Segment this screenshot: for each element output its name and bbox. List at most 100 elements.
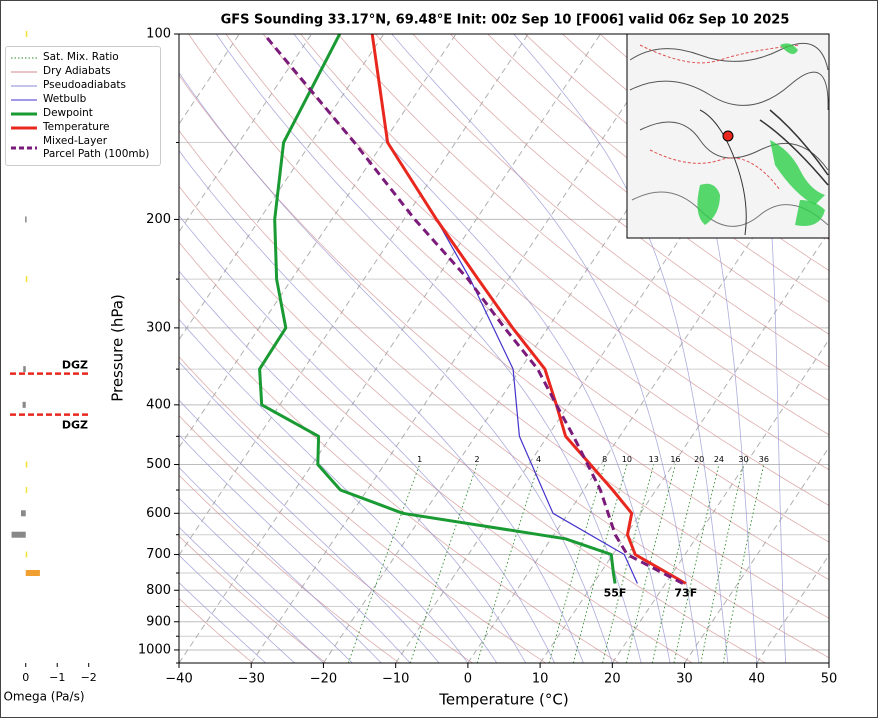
legend-entry: Dewpoint bbox=[6, 107, 160, 120]
dry-adiabat bbox=[179, 129, 829, 659]
legend-label: Wetbulb bbox=[43, 93, 87, 105]
dry-adiabat bbox=[179, 474, 400, 663]
x-axis-label: Temperature (°C) bbox=[438, 691, 568, 709]
x-tick-label: −10 bbox=[382, 672, 409, 687]
legend-label: Temperature bbox=[43, 121, 110, 133]
mixing-ratio-label: 8 bbox=[602, 455, 607, 464]
x-tick-label: 30 bbox=[676, 672, 693, 687]
isotherm bbox=[250, 34, 674, 663]
pseudoadiabat bbox=[179, 214, 555, 663]
omega-axis-label: Omega (Pa/s) bbox=[3, 690, 84, 704]
omega-bar bbox=[25, 569, 40, 576]
x-tick-label: 10 bbox=[532, 672, 549, 687]
omega-bar bbox=[25, 216, 27, 223]
pseudoadiabat bbox=[179, 270, 527, 663]
mixing-ratio-line bbox=[722, 464, 765, 663]
legend-entry: Sat. Mix. Ratio bbox=[6, 51, 160, 64]
dry-adiabat bbox=[450, 34, 829, 335]
pseudoadiabat bbox=[215, 34, 642, 663]
mixing-ratio-label: 1 bbox=[417, 455, 422, 464]
omega-bar bbox=[25, 276, 28, 283]
pseudoadiabat bbox=[179, 399, 440, 663]
mixing-ratio-line bbox=[625, 464, 676, 663]
dry-adiabat bbox=[412, 34, 829, 368]
mixing-ratio-line bbox=[572, 464, 628, 663]
x-tick-label: 20 bbox=[604, 672, 621, 687]
isotherm bbox=[179, 34, 529, 557]
mixing-ratio-line bbox=[602, 464, 655, 663]
dry-adiabat bbox=[824, 34, 829, 38]
pseudoadiabat bbox=[179, 554, 295, 663]
dry-adiabat bbox=[179, 597, 254, 663]
legend-entry: Mixed-Layer Parcel Path (100mb) bbox=[6, 135, 160, 161]
y-tick-label: 600 bbox=[146, 506, 171, 521]
legend-entry: Dry Adiabats bbox=[6, 65, 160, 78]
omega-tick-label: 0 bbox=[22, 671, 29, 684]
mixing-ratio-label: 20 bbox=[694, 455, 704, 464]
legend-label: Sat. Mix. Ratio bbox=[43, 51, 119, 63]
legend-entry: Temperature bbox=[6, 121, 160, 134]
mixing-ratio-line bbox=[651, 464, 700, 663]
profile-line bbox=[371, 34, 638, 584]
mixing-ratio-line bbox=[409, 464, 478, 663]
profile-line bbox=[262, 34, 684, 585]
omega-bar bbox=[21, 510, 26, 517]
pseudoadiabat bbox=[179, 497, 353, 663]
dry-adiabat bbox=[179, 414, 473, 663]
dry-adiabat bbox=[375, 34, 829, 402]
inset-map bbox=[626, 33, 830, 239]
dry-adiabat bbox=[179, 535, 327, 663]
legend-entry: Pseudoadiabats bbox=[6, 79, 160, 92]
mixing-ratio-label: 24 bbox=[714, 455, 724, 464]
dry-adiabat bbox=[179, 241, 693, 663]
pseudoadiabat bbox=[391, 34, 700, 663]
legend-swatch bbox=[11, 57, 37, 58]
profiles bbox=[258, 34, 687, 585]
isotherm bbox=[179, 34, 312, 233]
mixing-ratio-line bbox=[476, 464, 540, 663]
surface-label: 73F bbox=[674, 586, 697, 599]
mixing-ratio-label: 30 bbox=[738, 455, 748, 464]
legend-swatch bbox=[11, 99, 37, 100]
legend-swatch bbox=[11, 85, 37, 86]
legend-label: Dewpoint bbox=[43, 107, 93, 119]
legend-label: Mixed-Layer Parcel Path (100mb) bbox=[43, 135, 150, 160]
y-tick-label: 900 bbox=[146, 614, 171, 629]
legend-swatch bbox=[11, 71, 37, 72]
dry-adiabat bbox=[262, 34, 829, 506]
isotherm bbox=[179, 34, 385, 341]
pseudoadiabat bbox=[179, 149, 584, 663]
pseudoadiabat bbox=[179, 466, 382, 663]
mixing-ratio-label: 13 bbox=[649, 455, 659, 464]
dgz-label: DGZ bbox=[62, 419, 88, 432]
surface-label: 55F bbox=[604, 586, 627, 599]
x-tick-label: 0 bbox=[464, 672, 472, 687]
dry-adiabat bbox=[179, 185, 766, 663]
legend-label: Pseudoadiabats bbox=[43, 79, 126, 91]
mixing-ratio-label: 10 bbox=[622, 455, 632, 464]
y-tick-label: 100 bbox=[146, 27, 171, 42]
isotherm bbox=[179, 34, 601, 663]
omega-tick-label: −1 bbox=[49, 671, 65, 684]
pseudoadiabat bbox=[293, 34, 671, 663]
pseudoadiabat bbox=[747, 34, 787, 663]
dry-adiabat bbox=[225, 34, 829, 543]
mixing-ratio-line bbox=[673, 464, 720, 663]
y-tick-label: 300 bbox=[146, 320, 171, 335]
legend-swatch bbox=[11, 112, 37, 115]
background-lines: 1 2 4 8 10 13 16 20 24 30 36 bbox=[179, 34, 829, 663]
chart-title: GFS Sounding 33.17°N, 69.48°E Init: 00z … bbox=[221, 13, 790, 28]
mixing-ratio-label: 2 bbox=[474, 455, 479, 464]
y-tick-label: 1000 bbox=[138, 642, 171, 657]
plot-frame bbox=[178, 33, 830, 664]
omega-bar bbox=[25, 31, 28, 37]
mixing-ratio-label: 4 bbox=[536, 455, 541, 464]
legend-swatch bbox=[11, 126, 37, 129]
x-tick-label: −30 bbox=[238, 672, 265, 687]
mixing-ratio-line bbox=[700, 464, 744, 663]
mixing-ratio-line bbox=[548, 464, 606, 663]
y-tick-label: 700 bbox=[146, 547, 171, 562]
pseudoadiabat bbox=[179, 434, 411, 663]
